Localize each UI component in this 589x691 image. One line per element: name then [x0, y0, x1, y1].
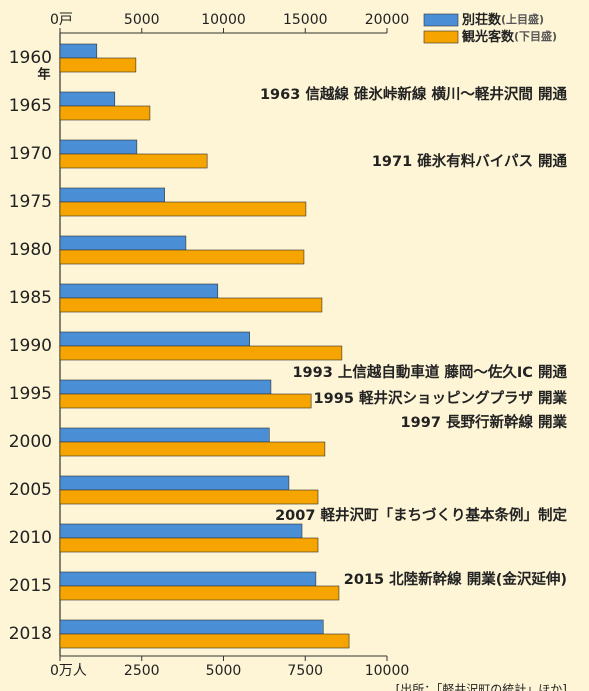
bar	[59, 139, 138, 155]
bar	[59, 427, 270, 443]
bar	[59, 297, 323, 313]
category-label: 2005	[9, 480, 52, 500]
bar	[59, 105, 151, 121]
annotation: 1993 上信越自動車道 藤岡～佐久IC 開通	[292, 363, 567, 381]
x-tick-label: 10000	[201, 12, 246, 28]
category-label: 1965	[9, 96, 52, 116]
bar	[59, 331, 250, 347]
legend-label: 観光客数(下目盛)	[461, 29, 557, 45]
bar	[59, 489, 319, 505]
bar	[59, 379, 272, 395]
bar	[59, 153, 208, 169]
legend-axis-note: (下目盛)	[514, 29, 557, 43]
bar	[59, 633, 350, 649]
legend-name: 観光客数	[461, 29, 515, 45]
legend-axis-note: (上目盛)	[501, 12, 544, 26]
bar	[59, 43, 98, 59]
category-label: 2015	[9, 576, 52, 596]
bar	[59, 249, 305, 265]
bar	[59, 475, 290, 491]
annotation: 2015 北陸新幹線 開業(金沢延伸)	[344, 570, 567, 588]
legend-name: 別荘数	[461, 12, 502, 28]
bar	[59, 571, 317, 587]
legend-label: 別荘数(上目盛)	[461, 12, 544, 28]
x2-tick-label: 5000	[206, 663, 242, 679]
annotation: 1963 信越線 碓氷峠新線 横川～軽井沢間 開通	[260, 85, 568, 103]
category-label: 2018	[9, 624, 52, 644]
category-label: 2000	[9, 432, 52, 452]
bar	[59, 523, 303, 539]
bar	[59, 283, 219, 299]
category-label: 1960	[9, 48, 52, 68]
annotation: 2007 軽井沢町「まちづくり基本条例」制定	[275, 506, 567, 524]
bar	[59, 619, 324, 635]
x2-tick-label: 10000	[365, 663, 410, 679]
x2-tick-label: 7500	[287, 663, 323, 679]
x2-tick-label: 2500	[124, 663, 160, 679]
category-label: 1970	[9, 144, 52, 164]
legend-swatch	[423, 30, 459, 44]
x-tick-label: 5000	[124, 12, 160, 28]
category-label: 2010	[9, 528, 52, 548]
category-label: 1980	[9, 240, 52, 260]
annotation: 1995 軽井沢ショッピングプラザ 開業	[314, 389, 568, 407]
bar	[59, 393, 312, 409]
x-tick-label: 0戸	[50, 12, 73, 28]
bar	[59, 201, 307, 217]
year-unit: 年	[37, 67, 50, 83]
bar	[59, 585, 340, 601]
bar	[59, 537, 319, 553]
category-label: 1995	[9, 384, 52, 404]
x-tick-label: 20000	[365, 12, 410, 28]
annotation: 1997 長野行新幹線 開業	[401, 413, 568, 431]
x2-tick-label: 0万人	[50, 663, 87, 679]
bar	[59, 57, 137, 73]
category-label: 1985	[9, 288, 52, 308]
bar	[59, 441, 326, 457]
x-tick-label: 15000	[283, 12, 328, 28]
category-label: 1990	[9, 336, 52, 356]
bar	[59, 187, 165, 203]
legend-swatch	[423, 13, 459, 27]
bar	[59, 235, 187, 251]
bar	[59, 91, 116, 107]
source: [出所：「軽井沢町の統計」ほか]	[396, 682, 567, 691]
bar	[59, 345, 343, 361]
category-label: 1975	[9, 192, 52, 212]
annotation: 1971 碓氷有料バイパス 開通	[372, 152, 568, 170]
